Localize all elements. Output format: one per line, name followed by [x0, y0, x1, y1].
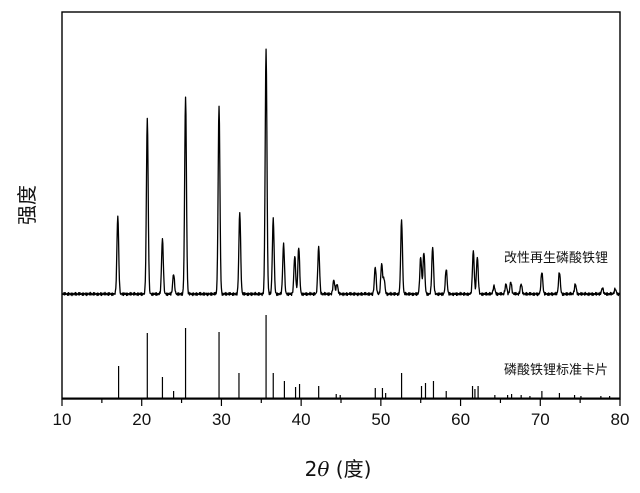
- x-tick-label: 10: [53, 410, 72, 429]
- series-label-standard: 磷酸铁锂标准卡片: [504, 363, 608, 378]
- series-line-modified: [61, 48, 621, 297]
- x-tick-label: 70: [531, 410, 550, 429]
- x-axis-title-unit: (度): [329, 457, 371, 481]
- x-tick-label: 40: [292, 410, 311, 429]
- x-tick-label: 50: [371, 410, 390, 429]
- x-tick-label: 60: [451, 410, 470, 429]
- x-tick-label: 20: [132, 410, 151, 429]
- y-axis-title: 强度: [15, 185, 39, 225]
- plot-area: [61, 48, 621, 399]
- x-axis: 10 20 30 40 50 60 70 80: [53, 399, 630, 429]
- series-label-modified: 改性再生磷酸铁锂: [504, 251, 608, 266]
- x-tick-label: 80: [611, 410, 630, 429]
- x-tick-label: 30: [212, 410, 231, 429]
- x-axis-title: 2θ (度): [305, 457, 372, 481]
- x-axis-title-prefix: 2: [305, 457, 318, 481]
- x-axis-title-theta: θ: [317, 457, 329, 481]
